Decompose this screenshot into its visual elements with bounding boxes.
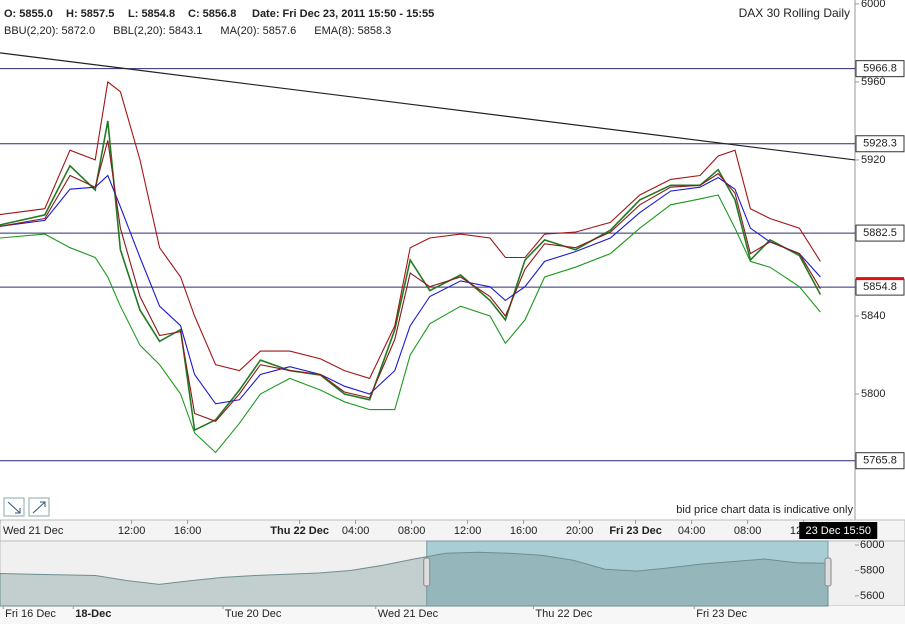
series-line	[0, 174, 821, 405]
x-tick-label: 20:00	[566, 525, 594, 537]
low: L: 5854.8	[128, 8, 175, 20]
x-tick-label: 12:00	[118, 525, 146, 537]
level-label: 5854.8	[863, 281, 897, 293]
nav-x-tick-label: Thu 22 Dec	[535, 608, 592, 620]
x-tick-label: 16:00	[510, 525, 538, 537]
nav-y-tick-label: 5800	[860, 564, 884, 576]
level-label: 5928.3	[863, 138, 897, 150]
level-label-box	[855, 224, 905, 242]
level-label-box	[855, 60, 905, 78]
cursor-box	[799, 522, 878, 539]
legend-entry: EMA(8): 5858.3	[314, 25, 391, 37]
y-tick-label: 5960	[861, 76, 885, 88]
navigator-area	[0, 551, 829, 607]
nav-x-tick-label: Wed 21 Dec	[378, 608, 439, 620]
navigator-handle[interactable]	[824, 557, 832, 587]
x-tick-label: Thu 22 Dec	[270, 525, 329, 537]
series-line	[0, 140, 821, 422]
y-axis-band	[855, 0, 905, 520]
navigator-handle[interactable]	[423, 557, 431, 587]
navigator-window	[426, 540, 829, 607]
nav-x-tick-label: 18-Dec	[75, 608, 111, 620]
icon	[32, 501, 46, 514]
note: bid price chart data is indicative only	[676, 504, 853, 516]
plot-area	[0, 52, 855, 462]
series-line	[0, 80, 821, 380]
legend-entry: BBU(2,20): 5872.0	[4, 25, 95, 37]
date: Date: Fri Dec 23, 2011 15:50 - 15:55	[252, 8, 434, 20]
close: C: 5856.8	[188, 8, 236, 20]
x-tick-label: Wed 21 Dec	[3, 525, 64, 537]
legend-entry: BBL(2,20): 5843.1	[113, 25, 202, 37]
x-tick-label: 08:00	[398, 525, 426, 537]
cursor-label: 23 Dec 15:50	[806, 525, 871, 537]
y-tick-label: 5800	[861, 388, 885, 400]
level-label-box	[855, 135, 905, 153]
level-label-box	[855, 452, 905, 470]
open: O: 5855.0	[4, 8, 53, 20]
current-marker	[856, 277, 904, 281]
y-tick-label: 5840	[861, 310, 885, 322]
x-tick-label: Fri 23 Dec	[609, 525, 662, 537]
trendline	[0, 52, 855, 161]
x-tick-label: 04:00	[342, 525, 370, 537]
legend-entry: MA(20): 5857.6	[220, 25, 296, 37]
level-label: 5882.5	[863, 227, 897, 239]
level-label: 5966.8	[863, 63, 897, 75]
tool-buttons	[3, 497, 50, 517]
nav-x-tick-label: Tue 20 Dec	[225, 608, 282, 620]
y-tick-label: 6000	[861, 0, 885, 10]
nav-y-tick-label: 5600	[860, 590, 884, 602]
series-line	[0, 194, 821, 454]
high: H: 5857.5	[66, 8, 114, 20]
y-tick-label: 5920	[861, 154, 885, 166]
nav-x-tick-label: Fri 16 Dec	[5, 608, 56, 620]
icon	[7, 501, 21, 514]
nav-x-tick-label: Fri 23 Dec	[696, 608, 747, 620]
level-label: 5765.8	[863, 455, 897, 467]
x-tick-label: 16:00	[174, 525, 202, 537]
navigator-axis	[0, 606, 905, 624]
x-tick-label: 08:00	[734, 525, 762, 537]
nav-y-tick-label: 6000	[860, 539, 884, 551]
instrument: DAX 30 Rolling Daily	[739, 6, 850, 20]
x-tick-label: 04:00	[678, 525, 706, 537]
x-tick-label: 12:00	[454, 525, 482, 537]
